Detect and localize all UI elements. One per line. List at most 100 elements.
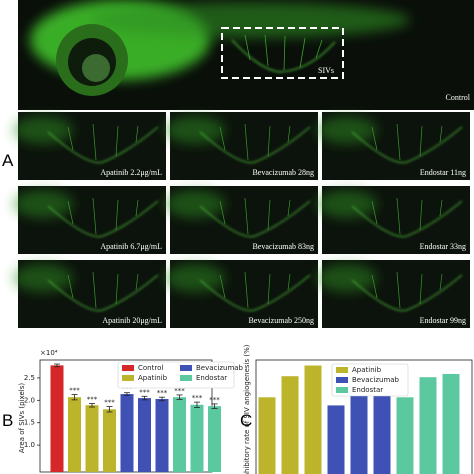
image-caption: Apatinib 6.7μg/mL bbox=[100, 242, 162, 251]
micrograph: Endostar 11ng bbox=[317, 112, 470, 180]
bar bbox=[208, 406, 221, 472]
legend-swatch bbox=[180, 375, 192, 381]
micrograph: Bevacizumab 83ng bbox=[165, 186, 318, 254]
error-bar bbox=[176, 394, 183, 400]
vessel bbox=[371, 271, 443, 309]
bar bbox=[103, 409, 116, 472]
vessel bbox=[219, 123, 291, 161]
significance-label: *** bbox=[157, 389, 168, 397]
significance-label: *** bbox=[69, 386, 80, 394]
bar bbox=[258, 397, 276, 474]
legend-swatch bbox=[336, 377, 348, 383]
tissue-glow bbox=[13, 116, 73, 144]
roi-label: SIVs bbox=[318, 66, 334, 75]
vessel bbox=[47, 126, 159, 164]
image-caption: Bevacizumab 28ng bbox=[252, 168, 314, 177]
significance-label: *** bbox=[87, 395, 98, 403]
tissue-glow bbox=[317, 190, 377, 218]
y-tick-label: 2.5 bbox=[24, 374, 35, 382]
vessel bbox=[47, 200, 159, 238]
y-axis-label: Area of SIVs (pixels) bbox=[18, 383, 26, 453]
y-tick-label: 1.5 bbox=[24, 419, 35, 427]
tissue-glow bbox=[317, 264, 377, 292]
error-bar bbox=[194, 401, 200, 408]
vessel bbox=[219, 197, 291, 235]
vessel bbox=[219, 271, 291, 309]
image-caption: Endostar 11ng bbox=[420, 168, 466, 177]
image-caption: Control bbox=[446, 93, 471, 102]
micrograph: Endostar 33ng bbox=[317, 186, 470, 254]
error-bar bbox=[106, 406, 113, 413]
legend-swatch bbox=[336, 367, 348, 373]
vessel bbox=[351, 126, 463, 164]
legend-label: Endostar bbox=[352, 386, 383, 394]
bar bbox=[120, 394, 134, 472]
significance-label: *** bbox=[174, 387, 185, 395]
error-bar bbox=[124, 392, 130, 396]
micrograph: Apatinib 6.7μg/mL bbox=[13, 186, 166, 254]
y-axis-label: Inhibitory rate of SIV angiogenesis (%) bbox=[243, 344, 251, 474]
micrograph: Apatinib 2.2μg/mL bbox=[13, 112, 166, 180]
legend-box bbox=[117, 361, 235, 389]
micrograph: Endostar 99ng bbox=[317, 260, 470, 328]
image-caption: Endostar 99ng bbox=[420, 316, 466, 325]
vessel bbox=[67, 123, 139, 161]
legend-label: Apatinib bbox=[352, 366, 382, 374]
vessel bbox=[199, 274, 311, 312]
panel-label: A bbox=[2, 151, 14, 170]
panel-label: C bbox=[240, 411, 252, 430]
image-caption: Apatinib 2.2μg/mL bbox=[100, 168, 162, 177]
tissue-glow bbox=[13, 264, 73, 292]
error-bar bbox=[141, 395, 148, 401]
bar bbox=[350, 394, 368, 474]
panel-label: B bbox=[2, 411, 13, 430]
bar bbox=[442, 373, 460, 474]
error-bar bbox=[159, 396, 165, 402]
bar bbox=[138, 398, 151, 472]
tissue-glow bbox=[165, 264, 225, 292]
vessel bbox=[351, 200, 463, 238]
error-bar bbox=[89, 403, 95, 408]
tissue-glow bbox=[317, 116, 377, 144]
image-caption: Apatinib 20μg/mL bbox=[102, 316, 162, 325]
vessel bbox=[351, 274, 463, 312]
treatment-grid: Apatinib 2.2μg/mL Bevacizumab 28ng Endosta… bbox=[13, 112, 470, 328]
bar bbox=[190, 404, 204, 472]
legend-swatch bbox=[180, 365, 192, 371]
y-tick-label: 2.0 bbox=[24, 396, 35, 404]
significance-label: *** bbox=[139, 388, 150, 396]
bar-chart: Inhibitory rate of SIV angiogenesis (%) A… bbox=[243, 344, 473, 474]
vessel bbox=[371, 197, 443, 235]
tissue-glow bbox=[165, 190, 225, 218]
bar bbox=[373, 392, 391, 474]
legend-label: Bevacizumab bbox=[196, 364, 244, 372]
legend-swatch bbox=[122, 375, 134, 381]
vessel bbox=[371, 123, 443, 161]
bar bbox=[50, 365, 64, 472]
bar bbox=[327, 405, 345, 474]
axis-offset: ×10⁴ bbox=[40, 349, 58, 357]
image-caption: Endostar 33ng bbox=[420, 242, 466, 251]
significance-label: *** bbox=[192, 394, 203, 402]
vessel bbox=[47, 274, 159, 312]
bar bbox=[85, 405, 99, 472]
bar bbox=[304, 365, 322, 474]
vessel bbox=[199, 200, 311, 238]
legend-swatch bbox=[336, 387, 348, 393]
legend-label: Apatinib bbox=[138, 374, 168, 382]
error-bar bbox=[71, 394, 78, 401]
bar bbox=[155, 398, 169, 472]
vessel bbox=[67, 197, 139, 235]
y-tick-label: 1.0 bbox=[24, 441, 35, 449]
micrograph: Apatinib 20μg/mL bbox=[13, 260, 166, 328]
image-caption: Bevacizumab 83ng bbox=[252, 242, 314, 251]
image-caption: Bevacizumab 250ng bbox=[248, 316, 314, 325]
bar bbox=[419, 377, 437, 474]
significance-label: *** bbox=[122, 385, 133, 393]
micrograph: Bevacizumab 28ng bbox=[165, 112, 318, 180]
micrograph: Bevacizumab 250ng bbox=[165, 260, 318, 328]
legend: Apatinib Bevacizumab Endostar bbox=[331, 363, 409, 397]
bar bbox=[173, 397, 186, 472]
